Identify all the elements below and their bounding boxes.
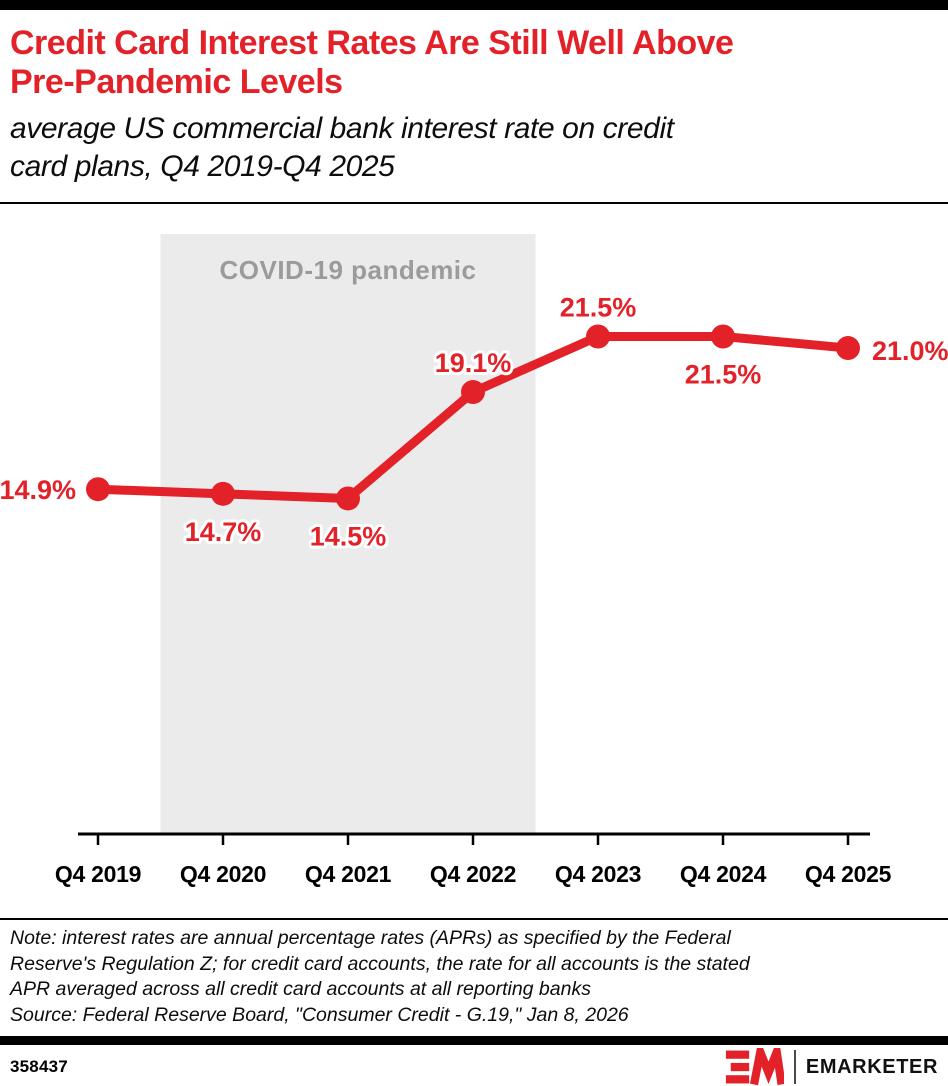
x-axis-label: Q4 2023 (555, 861, 641, 887)
note-divider (0, 918, 948, 920)
data-point (836, 336, 860, 361)
data-label: 14.5% (310, 521, 387, 551)
line-chart-canvas: COVID-19 pandemic Q4 2019 Q4 2020 Q4 2021 Q4… (0, 234, 948, 887)
em-monogram-icon (725, 1048, 784, 1086)
chart-source: Source: Federal Reserve Board, "Consumer… (10, 1003, 629, 1026)
chart-note-line: Reserve's Regulation Z; for credit card … (10, 952, 750, 975)
x-axis-label: Q4 2021 (305, 861, 392, 887)
covid-band-label: COVID-19 pandemic (219, 255, 476, 285)
x-axis-label: Q4 2024 (680, 861, 767, 887)
emarketer-logo: EMARKETER (724, 1048, 938, 1086)
data-point (336, 486, 360, 511)
x-axis-label: Q4 2022 (430, 861, 516, 887)
data-point (211, 481, 235, 506)
data-label: 14.9% (0, 475, 76, 505)
page-title: Credit Card Interest Rates Are Still Wel… (10, 24, 938, 102)
footer: 358437 EMARKETER (0, 1045, 948, 1086)
page-subtitle-line: average US commercial bank interest rate… (10, 112, 674, 145)
data-point (586, 324, 610, 349)
data-label: 21.5% (685, 359, 762, 389)
data-point (711, 324, 735, 349)
x-axis-label: Q4 2019 (55, 861, 141, 887)
data-label: 21.5% (560, 292, 637, 322)
x-axis-label: Q4 2025 (805, 861, 892, 887)
top-accent-bar (0, 0, 948, 10)
page-subtitle: average US commercial bank interest rate… (10, 110, 938, 186)
data-label: 21.0% (872, 336, 948, 366)
chart-id: 358437 (10, 1057, 68, 1076)
chart-note-line: APR averaged across all credit card acco… (10, 978, 591, 1000)
footer-divider-bar (0, 1036, 948, 1045)
chart-notes: Note: interest rates are annual percenta… (0, 920, 948, 1036)
x-axis-label: Q4 2020 (180, 861, 266, 887)
emarketer-wordmark: EMARKETER (805, 1055, 938, 1078)
data-label: 14.7% (185, 517, 262, 547)
data-point (461, 380, 485, 405)
page-title-line: Pre-Pandemic Levels (10, 63, 343, 101)
page-title-line: Credit Card Interest Rates Are Still Wel… (10, 24, 734, 62)
chart-header: Credit Card Interest Rates Are Still Wel… (0, 24, 948, 186)
logo-divider (793, 1050, 796, 1084)
data-point (86, 477, 110, 502)
chart-note-line: Note: interest rates are annual percenta… (10, 927, 731, 949)
line-chart: COVID-19 pandemic Q4 2019 Q4 2020 Q4 2021 Q4… (0, 204, 948, 906)
data-label: 19.1% (435, 348, 512, 378)
covid-band (160, 234, 536, 834)
page-subtitle-line: card plans, Q4 2019-Q4 2025 (10, 150, 395, 183)
header-divider (0, 202, 948, 204)
